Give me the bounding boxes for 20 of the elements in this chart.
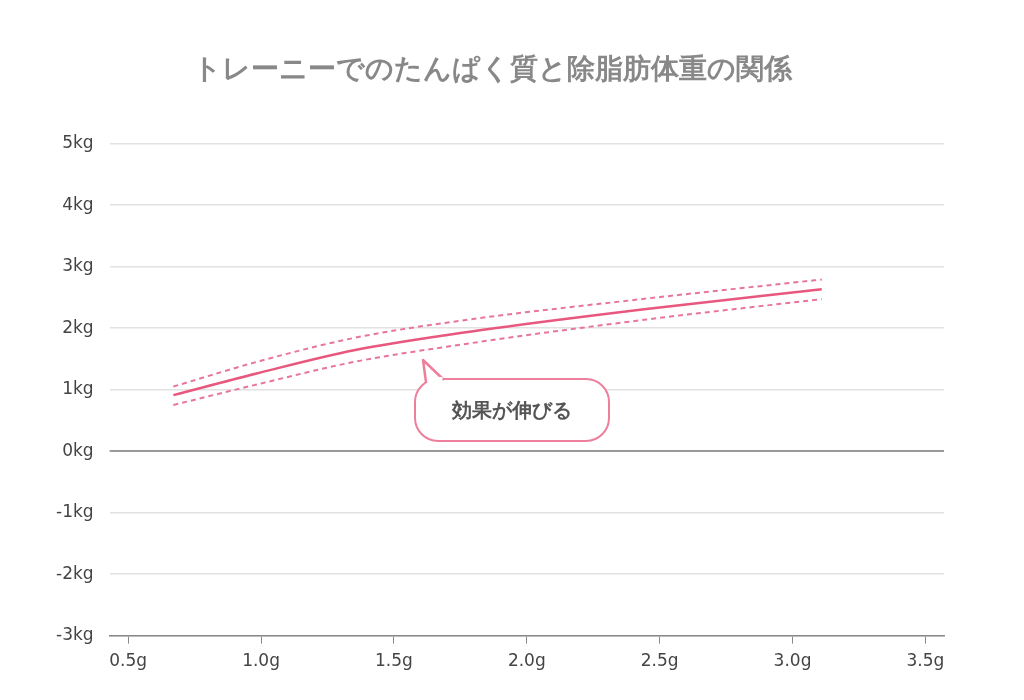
x-tick-label: 1.5g (375, 650, 413, 671)
chart-title: トレーニーでのたんぱく質と除脂肪体重の関係 (192, 52, 793, 86)
y-tick-label: 2kg (62, 316, 94, 337)
x-tick-label: 1.0g (242, 650, 280, 671)
y-tick-label: -2kg (55, 562, 94, 583)
y-tick-label: 0kg (62, 439, 94, 460)
y-tick-label: 1kg (62, 378, 94, 399)
x-tick-label: 2.5g (640, 650, 679, 671)
y-tick-label: 5kg (62, 132, 94, 153)
x-tick-label: 2.0g (507, 650, 546, 671)
x-tick-label: 0.5g (109, 650, 148, 671)
line-series (172, 278, 823, 388)
x-tick-label: 3.5g (906, 650, 945, 671)
y-tick-label: -3kg (55, 624, 94, 645)
y-tick-label: 3kg (62, 255, 94, 276)
y-tick-label: -1kg (55, 501, 94, 522)
line-series (172, 288, 824, 397)
annotation: 効果が伸びる (414, 378, 610, 442)
y-tick-label: 4kg (62, 193, 94, 214)
x-tick-label: 3.0g (773, 650, 812, 671)
